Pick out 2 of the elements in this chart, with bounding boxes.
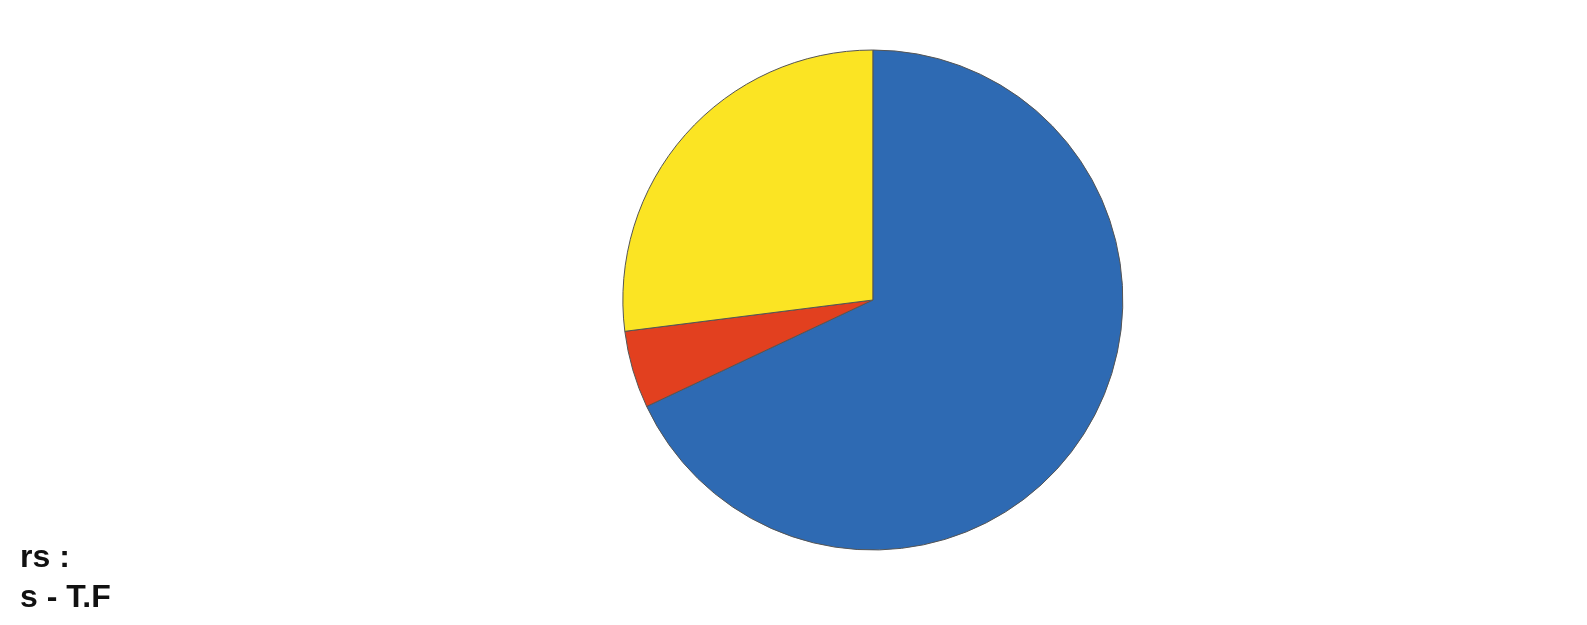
text: rs : bbox=[20, 538, 70, 574]
text: s - T.F bbox=[20, 578, 111, 614]
